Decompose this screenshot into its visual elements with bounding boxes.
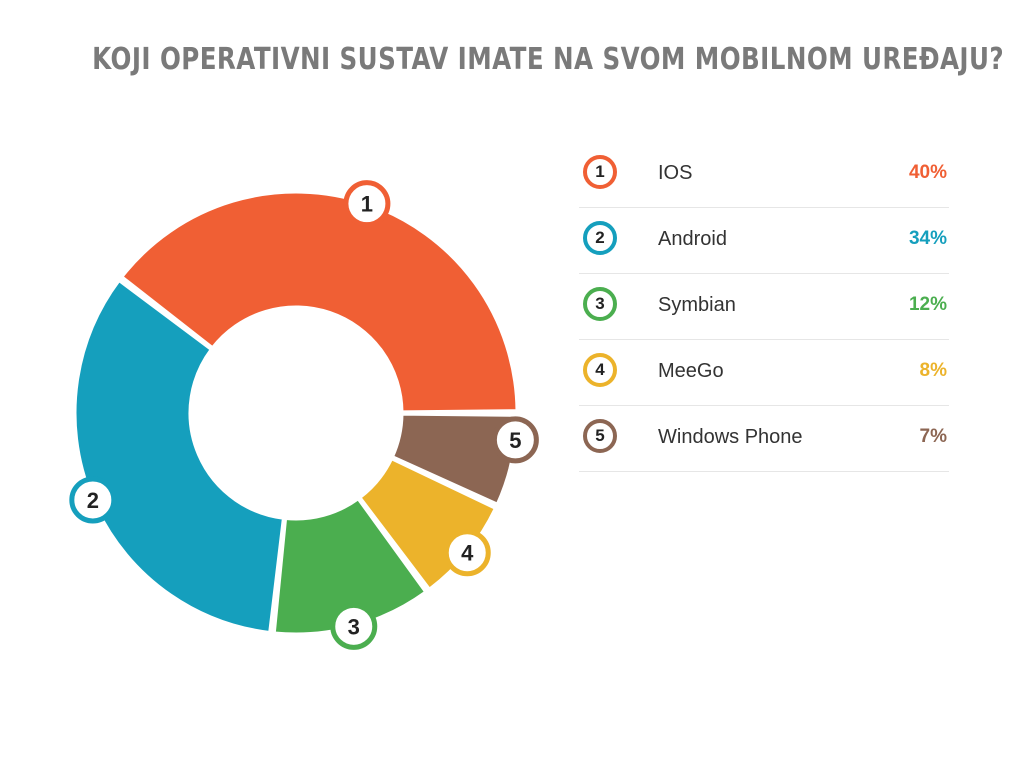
legend-value: 12% [908, 294, 947, 315]
legend-badge: 5 [583, 419, 617, 453]
donut-chart: 1 2 3 4 5 [69, 180, 539, 650]
legend: 1 IOS 40% 2 Android 34% 3 Symbian 12% 4 MeeGo 8% 5 Wi… [579, 142, 949, 472]
legend-item-windows-phone: 5 Windows Phone 7% [579, 406, 949, 472]
slice-badge-label: 1 [361, 192, 373, 217]
legend-label: Windows Phone [658, 426, 803, 448]
legend-label: Symbian [658, 294, 736, 316]
slice-badge-3: 3 [330, 602, 378, 650]
slice-badge-5: 5 [491, 416, 539, 464]
slice-windows-phone [390, 412, 519, 507]
legend-label: IOS [658, 162, 693, 184]
slice-symbian [272, 496, 428, 636]
legend-badge: 1 [583, 155, 617, 189]
legend-item-ios: 1 IOS 40% [579, 142, 949, 208]
slice-ios [119, 190, 519, 414]
legend-badge: 4 [583, 353, 617, 387]
legend-item-symbian: 3 Symbian 12% [579, 274, 949, 340]
legend-item-android: 2 Android 34% [579, 208, 949, 274]
legend-value: 40% [908, 162, 947, 183]
slice-badge-label: 5 [509, 428, 521, 453]
legend-value: 34% [908, 228, 947, 249]
legend-value: 7% [919, 426, 947, 447]
legend-label: MeeGo [658, 360, 724, 382]
slice-badge-label: 3 [348, 614, 360, 639]
legend-value: 8% [919, 360, 947, 381]
legend-badge: 2 [583, 221, 617, 255]
slice-badge-1: 1 [343, 180, 391, 228]
legend-item-meego: 4 MeeGo 8% [579, 340, 949, 406]
legend-label: Android [658, 228, 727, 250]
slice-badge-label: 2 [87, 488, 99, 513]
chart-title: KOJI OPERATIVNI SUSTAV IMATE NA SVOM MOB… [92, 42, 1005, 77]
slice-badge-4: 4 [443, 529, 491, 577]
slice-android [73, 278, 286, 635]
legend-badge: 3 [583, 287, 617, 321]
slice-badge-2: 2 [69, 476, 117, 524]
slice-badge-label: 4 [461, 541, 474, 566]
